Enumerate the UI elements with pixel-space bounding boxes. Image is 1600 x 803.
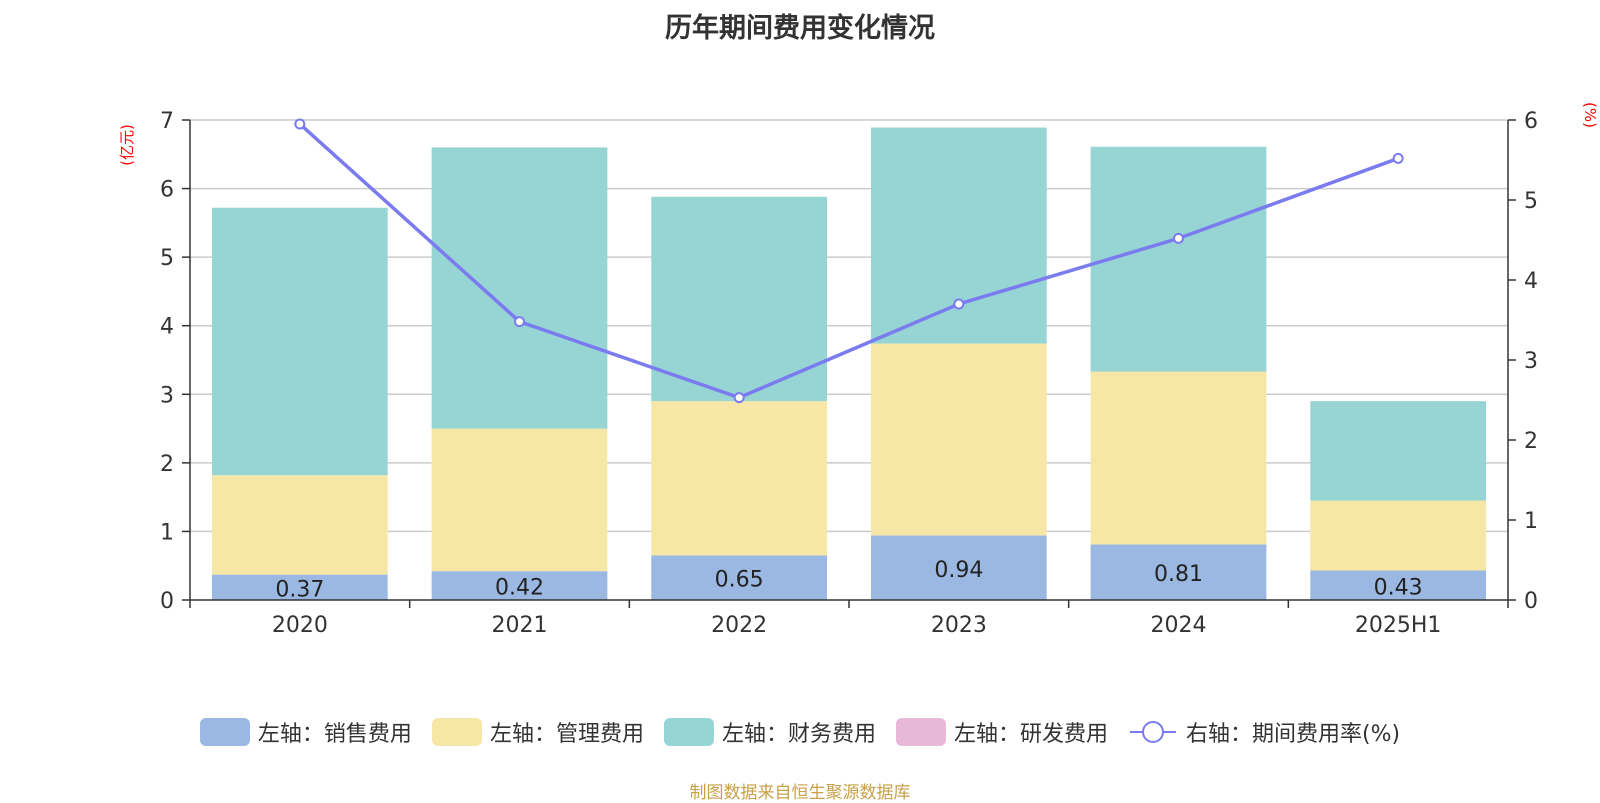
data-labels: 0.37 0.42 0.65 0.94 0.81 0.43 bbox=[275, 558, 1422, 603]
bar-0-2024 bbox=[1090, 544, 1267, 600]
chart-plot: 0 1 2 3 4 5 6 7 0 1 2 3 4 5 6 2020 2021 2022 2023 2024 2025H… bbox=[118, 102, 1599, 638]
rate-line-path bbox=[298, 122, 1399, 400]
right-tick-label-6: 6 bbox=[1524, 109, 1538, 134]
legend-item-sales[interactable]: 左轴：销售费用 bbox=[199, 716, 412, 748]
bar-2-2023 bbox=[870, 127, 1047, 344]
left-tick-label-0: 0 bbox=[160, 589, 174, 614]
x-tick-label-2023: 2023 bbox=[931, 613, 987, 638]
bar-1-2025H1 bbox=[1310, 500, 1487, 571]
bar-2-2025H1 bbox=[1310, 401, 1487, 501]
right-tick-label-0: 0 bbox=[1524, 589, 1538, 614]
rate-point-2020 bbox=[294, 118, 306, 130]
right-tick-label-5: 5 bbox=[1524, 189, 1538, 214]
x-tick-label-2020: 2020 bbox=[272, 613, 328, 638]
rate-point-2022 bbox=[733, 392, 745, 404]
bar-1-2020 bbox=[211, 475, 388, 575]
left-axis-unit: (亿元) bbox=[118, 124, 136, 166]
axes: 0 1 2 3 4 5 6 7 0 1 2 3 4 5 6 2020 2021 2022 2023 2024 2025H… bbox=[160, 109, 1538, 638]
right-axis-unit: (%) bbox=[1581, 102, 1599, 128]
left-tick-label-4: 4 bbox=[160, 315, 174, 340]
bar-1-2023 bbox=[870, 343, 1047, 536]
legend-swatch-finance bbox=[663, 718, 714, 746]
legend-swatch-sales bbox=[199, 718, 250, 746]
bar-0-2020 bbox=[211, 574, 388, 600]
bar-2-2024 bbox=[1090, 146, 1267, 372]
bar-1-2022 bbox=[651, 401, 828, 556]
left-tick-label-6: 6 bbox=[160, 178, 174, 203]
right-tick-label-3: 3 bbox=[1524, 349, 1538, 374]
data-label-sales-2023: 0.94 bbox=[934, 558, 983, 583]
legend-swatch-admin bbox=[431, 718, 482, 746]
x-tick-label-2025H1: 2025H1 bbox=[1355, 613, 1442, 638]
legend-label-admin: 左轴：管理费用 bbox=[489, 722, 644, 747]
bar-0-2021 bbox=[431, 571, 608, 600]
rate-point-2021 bbox=[514, 316, 525, 328]
bar-1-2024 bbox=[1090, 371, 1267, 545]
bar-0-2025H1 bbox=[1310, 570, 1487, 600]
x-tick-label-2021: 2021 bbox=[492, 613, 548, 638]
legend-swatch-rnd bbox=[895, 718, 946, 746]
chart-title: 历年期间费用变化情况 bbox=[665, 13, 935, 44]
grid-lines bbox=[190, 119, 1508, 533]
legend-item-rnd[interactable]: 左轴：研发费用 bbox=[895, 716, 1108, 748]
rate-point-2025H1 bbox=[1392, 152, 1404, 164]
right-tick-label-2: 2 bbox=[1524, 429, 1538, 454]
bar-0-2023 bbox=[870, 535, 1047, 600]
legend-label-rate: 右轴：期间费用率(%) bbox=[1185, 722, 1401, 747]
right-tick-label-1: 1 bbox=[1524, 509, 1538, 534]
left-tick-label-5: 5 bbox=[160, 246, 174, 271]
source-note: 制图数据来自恒生聚源数据库 bbox=[689, 783, 911, 803]
data-label-sales-2024: 0.81 bbox=[1154, 562, 1203, 587]
rate-point-2024 bbox=[1173, 232, 1184, 244]
left-tick-label-3: 3 bbox=[160, 383, 174, 408]
legend-label-rnd: 左轴：研发费用 bbox=[953, 722, 1108, 747]
x-tick-label-2024: 2024 bbox=[1151, 613, 1207, 638]
bar-0-2022 bbox=[651, 555, 828, 600]
rate-point-2023 bbox=[953, 298, 965, 310]
x-tick-label-2022: 2022 bbox=[711, 613, 767, 638]
bars bbox=[211, 127, 1487, 600]
legend-label-sales: 左轴：销售费用 bbox=[257, 722, 412, 747]
bar-1-2021 bbox=[431, 428, 608, 572]
rate-line bbox=[294, 118, 1404, 404]
data-label-sales-2022: 0.65 bbox=[715, 568, 764, 593]
data-label-sales-2021: 0.42 bbox=[495, 576, 544, 601]
right-tick-label-4: 4 bbox=[1524, 269, 1538, 294]
data-label-sales-2020: 0.37 bbox=[275, 577, 324, 602]
legend-item-finance[interactable]: 左轴：财务费用 bbox=[663, 716, 876, 748]
legend-label-finance: 左轴：财务费用 bbox=[721, 722, 876, 747]
legend-item-admin[interactable]: 左轴：管理费用 bbox=[431, 716, 644, 748]
left-tick-label-1: 1 bbox=[160, 520, 174, 545]
left-tick-label-7: 7 bbox=[160, 109, 174, 134]
bar-2-2020 bbox=[211, 207, 388, 476]
data-label-sales-2025H1: 0.43 bbox=[1374, 575, 1423, 600]
bar-2-2021 bbox=[431, 147, 608, 429]
left-tick-label-2: 2 bbox=[160, 452, 174, 477]
legend-line-icon bbox=[1129, 721, 1176, 743]
bar-2-2022 bbox=[651, 196, 828, 402]
legend: 左轴：销售费用 左轴：管理费用 左轴：财务费用 左轴：研发费用 右轴：期间费用率… bbox=[0, 716, 1600, 748]
legend-item-rate[interactable]: 右轴：期间费用率(%) bbox=[1128, 716, 1400, 748]
